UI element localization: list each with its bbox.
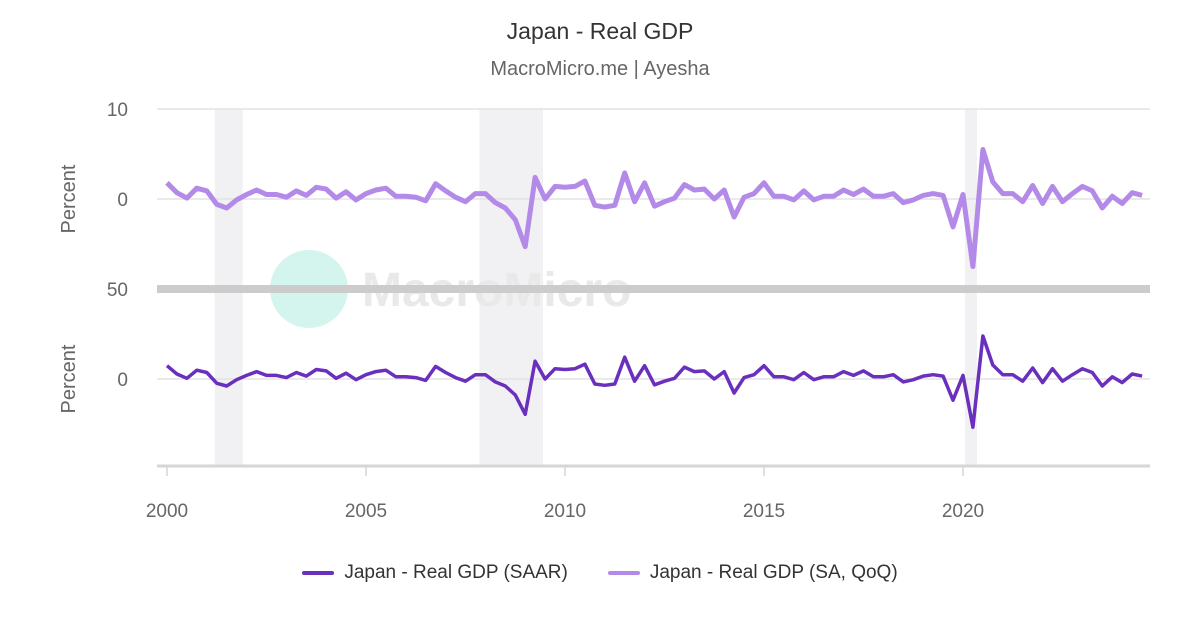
x-tick-label: 2000 xyxy=(146,501,188,522)
x-tick-label: 2010 xyxy=(544,501,586,522)
legend-label-saar: Japan - Real GDP (SAAR) xyxy=(344,562,568,583)
chart-title: Japan - Real GDP xyxy=(506,18,694,44)
series-line-saar xyxy=(165,334,1143,429)
y-axis-label: Percent xyxy=(58,344,80,413)
legend-swatch-saar xyxy=(302,571,335,575)
panel-divider xyxy=(157,285,1150,293)
x-tick-label: 2015 xyxy=(743,501,785,522)
y-axis-label: Percent xyxy=(58,164,80,233)
series-line-qoq xyxy=(165,147,1143,269)
legend-item-qoq[interactable]: Japan - Real GDP (SA, QoQ) xyxy=(607,562,898,584)
legend-label-qoq: Japan - Real GDP (SA, QoQ) xyxy=(649,562,898,583)
y-tick-label: 0 xyxy=(117,370,128,391)
y-tick-label: 50 xyxy=(107,280,128,301)
legend-swatch-qoq xyxy=(607,571,640,575)
chart-subtitle: MacroMicro.me | Ayesha xyxy=(490,58,710,80)
x-tick-label: 2005 xyxy=(345,501,387,522)
legend: Japan - Real GDP (SAAR) Japan - Real GDP… xyxy=(0,562,1200,584)
x-tick-label: 2020 xyxy=(942,501,984,522)
legend-item-saar[interactable]: Japan - Real GDP (SAAR) xyxy=(302,562,568,584)
y-tick-label: 0 xyxy=(117,190,128,211)
y-tick-label: 10 xyxy=(107,100,128,121)
